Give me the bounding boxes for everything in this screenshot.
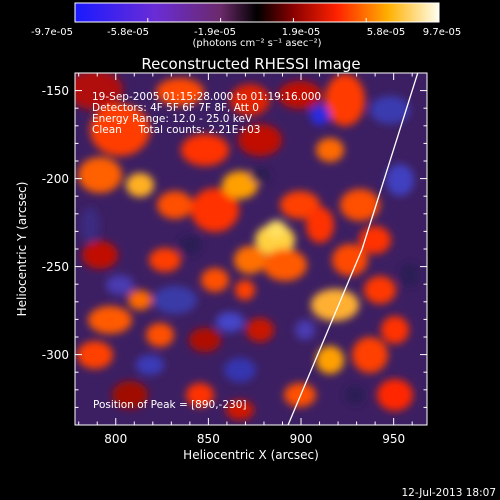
image-emission-patch (234, 246, 266, 274)
image-emission-patch (181, 134, 229, 166)
y-axis-label: Heliocentric Y (arcsec) (15, 182, 29, 317)
colorbar-tick-label: 1.9e-05 (282, 27, 320, 38)
image-emission-patch (370, 96, 410, 124)
image-emission-patch (263, 249, 307, 281)
image-emission-patch (278, 81, 322, 109)
y-tick-label: -300 (42, 348, 69, 362)
image-emission-patch (222, 171, 258, 199)
image-emission-patch (186, 383, 214, 407)
image-emission-patch (146, 323, 174, 347)
image-emission-patch (226, 400, 254, 420)
axis-ticks: 800 850 900 950 -150 -200 -250 -300 (42, 72, 427, 446)
image-emission-patch (280, 191, 320, 219)
annotation-energy-range: Energy Range: 12.0 - 25.0 keV (92, 113, 253, 125)
image-emission-patch (295, 320, 315, 340)
image-emission-patch (325, 74, 365, 126)
colorbar-tick-label: -1.9e-05 (194, 27, 236, 38)
annotation-detectors: Detectors: 4F 5F 6F 7F 8F, Att 0 (92, 102, 259, 114)
x-tick-label: 950 (382, 432, 405, 446)
solar-limb-line (287, 73, 419, 425)
image-emission-patch (80, 207, 100, 243)
y-tick-label: -200 (42, 172, 69, 186)
image-emission-patch (216, 312, 244, 332)
image-emission-patch (381, 316, 409, 344)
x-tick-label: 850 (197, 432, 220, 446)
image-emission-patch (340, 189, 380, 221)
image-emission-patch (230, 84, 270, 116)
image-area (75, 73, 427, 425)
image-emission-patch (201, 268, 229, 292)
image-emission-patch (316, 346, 344, 374)
colorbar (75, 3, 439, 22)
image-emission-patch (332, 244, 368, 276)
image-emission-patch (106, 275, 134, 295)
image-emission-patch (311, 289, 359, 321)
annotation-time-range: 19-Sep-2005 01:15:28.000 to 01:19:16.000 (92, 91, 321, 103)
colorbar-frame (74, 2, 440, 23)
heatmap-image (75, 73, 420, 420)
image-emission-patch (157, 191, 193, 219)
image-emission-patch (178, 235, 202, 255)
image-emission-patch (136, 355, 164, 375)
image-emission-patch (149, 248, 181, 272)
image-emission-patch (400, 263, 420, 287)
image-emission-patch (377, 379, 413, 411)
image-emission-patch (310, 105, 330, 125)
x-tick-label: 800 (104, 432, 127, 446)
image-emission-patch (128, 290, 152, 310)
timestamp: 12-Jul-2013 18:07 (401, 487, 496, 499)
image-emission-patch (88, 306, 132, 334)
image-emission-patch (250, 167, 270, 183)
image-emission-patch (345, 385, 365, 405)
colorbar-tick-label: 5.8e-05 (367, 27, 405, 38)
image-emission-patch (191, 188, 239, 232)
x-axis-label: Heliocentric X (arcsec) (183, 448, 319, 462)
image-emission-patch (77, 341, 113, 369)
image-emission-patch (246, 318, 274, 342)
image-emission-patch (386, 164, 414, 196)
image-emission-patch (78, 157, 122, 193)
image-emission-patch (189, 328, 221, 352)
image-emission-patch (153, 286, 197, 314)
image-emission-patch (235, 280, 255, 300)
image-emission-patch (82, 241, 118, 269)
annotation-block: 19-Sep-2005 01:15:28.000 to 01:19:16.000… (92, 91, 321, 411)
annotation-peak-position: Position of Peak = [890,-230] (93, 399, 247, 411)
chart-title: Reconstructed RHESSI Image (141, 55, 360, 73)
annotation-total-counts: Clean Total counts: 2.21E+03 (92, 124, 261, 136)
image-emission-patch (90, 104, 150, 156)
image-emission-patch (156, 78, 204, 106)
image-emission-patch (75, 73, 123, 110)
image-emission-patch (306, 207, 334, 243)
image-emission-patch (126, 173, 154, 197)
image-peak-core (266, 220, 287, 239)
colorbar-tick-label: 9.7e-05 (423, 27, 461, 38)
image-emission-patch (224, 358, 256, 382)
image-emission-patch (316, 138, 344, 162)
image-emission-patch (112, 381, 148, 409)
colorbar-ticks: -9.7e-05 -5.8e-05 -1.9e-05 1.9e-05 5.8e-05 9.… (31, 18, 461, 38)
image-emission-patch (238, 124, 282, 156)
colorbar-unit-label: (photons cm⁻² s⁻¹ asec⁻²) (192, 38, 321, 49)
y-tick-label: -150 (42, 84, 69, 98)
x-tick-label: 900 (290, 432, 313, 446)
image-emission-patch (352, 337, 388, 373)
colorbar-tick-label: -5.8e-05 (107, 27, 149, 38)
y-tick-label: -250 (42, 260, 69, 274)
image-emission-patch (364, 276, 396, 304)
colorbar-tick-label: -9.7e-05 (31, 27, 73, 38)
